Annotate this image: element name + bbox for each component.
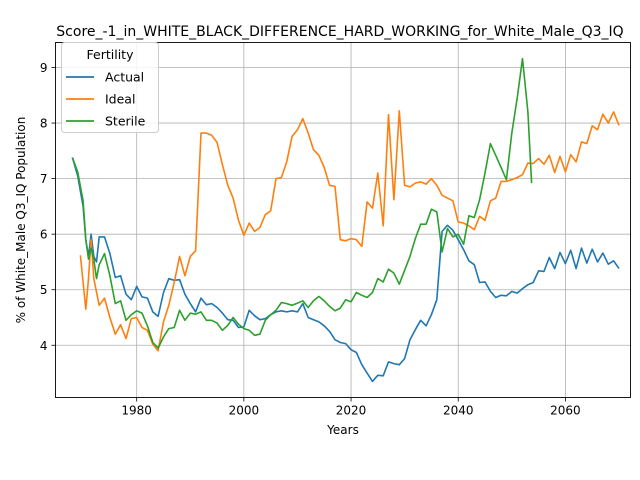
x-tick-label: 2020 xyxy=(336,404,367,418)
series-lines xyxy=(71,57,620,383)
y-tick-label: 7 xyxy=(40,172,48,186)
x-tick-label: 2040 xyxy=(443,404,474,418)
y-axis-label: % of White_Male Q3_IQ Population xyxy=(14,117,28,324)
legend-label-actual: Actual xyxy=(105,70,144,85)
x-axis-label: Years xyxy=(326,423,359,437)
legend-label-ideal: Ideal xyxy=(105,92,135,107)
y-tick-label: 6 xyxy=(40,228,48,242)
y-axis-ticks: 4 5 6 7 8 9 xyxy=(40,61,56,353)
series-line-ideal xyxy=(79,110,620,352)
legend: Fertility Actual Ideal Sterile xyxy=(61,42,159,133)
x-tick-label: 2060 xyxy=(550,404,581,418)
x-tick-label: 2000 xyxy=(229,404,260,418)
y-tick-label: 5 xyxy=(40,283,48,297)
legend-title: Fertility xyxy=(87,47,135,62)
chart-title: Score_-1_in_WHITE_BLACK_DIFFERENCE_HARD_… xyxy=(56,24,623,40)
plot-frame xyxy=(55,42,631,398)
x-tick-label: 1980 xyxy=(121,404,152,418)
y-tick-label: 9 xyxy=(40,61,48,75)
x-axis-ticks: 1980 2000 2020 2040 2060 xyxy=(121,397,581,418)
y-tick-label: 8 xyxy=(40,117,48,131)
y-tick-label: 4 xyxy=(40,339,48,353)
legend-label-sterile: Sterile xyxy=(105,114,146,129)
series-line-actual xyxy=(71,157,620,383)
series-line-sterile xyxy=(71,57,533,349)
legend-box xyxy=(61,42,159,133)
